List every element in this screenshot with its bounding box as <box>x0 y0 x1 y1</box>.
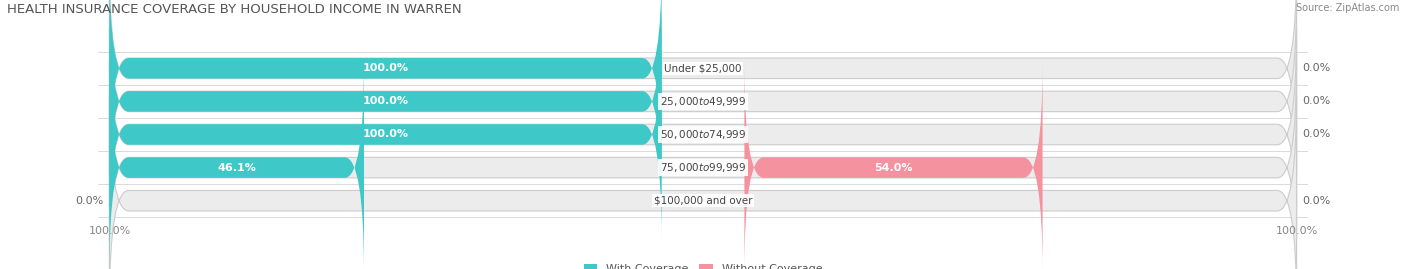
FancyBboxPatch shape <box>110 95 1296 269</box>
FancyBboxPatch shape <box>110 0 662 174</box>
Text: $100,000 and over: $100,000 and over <box>654 196 752 206</box>
Text: 0.0%: 0.0% <box>1302 129 1330 140</box>
Text: Under $25,000: Under $25,000 <box>664 63 742 73</box>
FancyBboxPatch shape <box>110 62 1296 269</box>
FancyBboxPatch shape <box>110 0 662 207</box>
Text: 0.0%: 0.0% <box>1302 96 1330 107</box>
Text: 46.1%: 46.1% <box>218 162 256 173</box>
Text: HEALTH INSURANCE COVERAGE BY HOUSEHOLD INCOME IN WARREN: HEALTH INSURANCE COVERAGE BY HOUSEHOLD I… <box>7 3 461 16</box>
Text: $25,000 to $49,999: $25,000 to $49,999 <box>659 95 747 108</box>
Text: 0.0%: 0.0% <box>76 196 104 206</box>
Text: $75,000 to $99,999: $75,000 to $99,999 <box>659 161 747 174</box>
FancyBboxPatch shape <box>744 62 1043 269</box>
Text: 100.0%: 100.0% <box>363 63 409 73</box>
Text: Source: ZipAtlas.com: Source: ZipAtlas.com <box>1295 3 1399 13</box>
Text: 54.0%: 54.0% <box>875 162 912 173</box>
Text: 100.0%: 100.0% <box>363 129 409 140</box>
Text: 0.0%: 0.0% <box>1302 196 1330 206</box>
Text: $50,000 to $74,999: $50,000 to $74,999 <box>659 128 747 141</box>
FancyBboxPatch shape <box>110 29 1296 240</box>
Legend: With Coverage, Without Coverage: With Coverage, Without Coverage <box>583 264 823 269</box>
FancyBboxPatch shape <box>110 0 1296 207</box>
FancyBboxPatch shape <box>110 62 364 269</box>
FancyBboxPatch shape <box>110 29 662 240</box>
Text: 100.0%: 100.0% <box>363 96 409 107</box>
Text: 0.0%: 0.0% <box>1302 63 1330 73</box>
FancyBboxPatch shape <box>110 0 1296 174</box>
